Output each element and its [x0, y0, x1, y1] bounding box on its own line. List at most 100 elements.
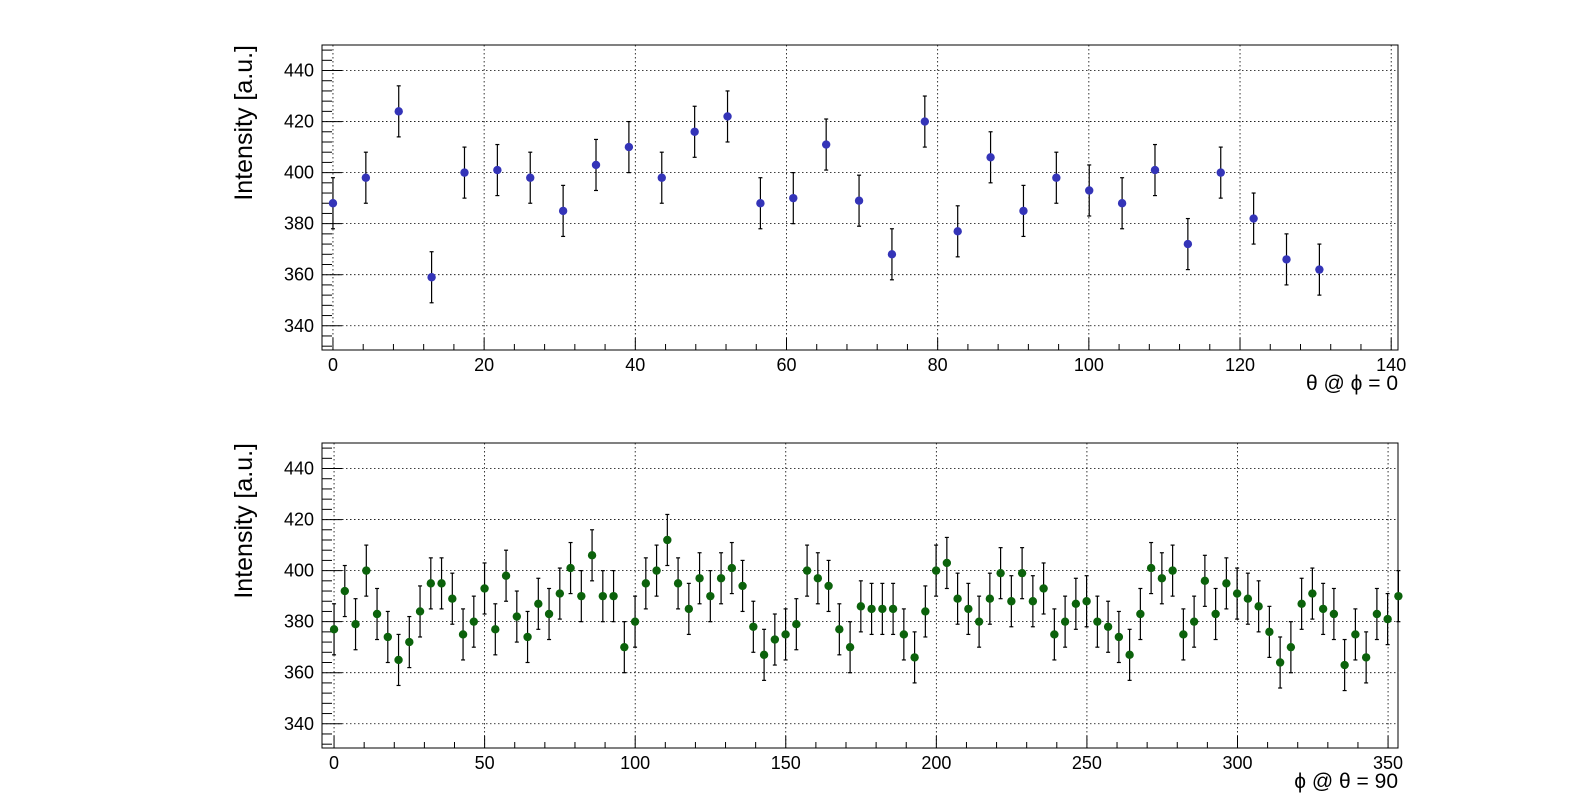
point: [964, 604, 973, 614]
point: [727, 563, 737, 573]
point: [1340, 660, 1349, 670]
point: [1007, 597, 1016, 606]
y-axis-title: Intensity [a.u.]: [230, 443, 258, 599]
point: [1351, 630, 1360, 639]
y-tick-label: 440: [284, 459, 314, 479]
point: [770, 635, 780, 644]
point: [1200, 576, 1210, 586]
x-tick-label: 40: [625, 355, 645, 375]
point: [716, 574, 726, 583]
point: [362, 566, 371, 575]
point: [469, 617, 479, 626]
point: [1211, 609, 1220, 619]
point: [329, 625, 339, 634]
point: [609, 591, 618, 601]
y-tick-label: 400: [284, 561, 314, 581]
point: [1308, 589, 1317, 598]
x-tick-label: 100: [620, 753, 650, 773]
x-tick-label: 60: [776, 355, 796, 375]
point: [738, 581, 747, 591]
point: [1254, 602, 1263, 611]
point: [372, 609, 382, 619]
point: [1318, 604, 1328, 614]
point: [759, 650, 769, 660]
point: [1361, 653, 1371, 662]
point: [1071, 599, 1081, 608]
point: [1297, 599, 1306, 608]
point: [460, 168, 469, 177]
x-tick-label: 0: [329, 753, 339, 773]
x-tick-label: 300: [1222, 753, 1252, 773]
point: [493, 165, 502, 175]
point: [723, 112, 732, 121]
point: [657, 173, 666, 182]
point: [845, 642, 855, 652]
point: [558, 206, 568, 216]
point: [974, 617, 984, 626]
point: [328, 199, 338, 208]
point: [1125, 650, 1134, 660]
point: [458, 630, 468, 639]
point: [1183, 239, 1193, 249]
y-axis-title: Intensity [a.u.]: [230, 45, 258, 201]
point: [856, 602, 866, 611]
x-tick-label: 100: [1074, 355, 1104, 375]
point: [1085, 186, 1094, 195]
x-tick-label: 0: [328, 355, 338, 375]
point: [405, 637, 414, 647]
point: [630, 617, 640, 626]
point: [1179, 630, 1188, 639]
point: [1275, 658, 1285, 667]
point: [1383, 614, 1392, 624]
y-tick-label: 360: [284, 663, 314, 683]
point: [555, 589, 565, 598]
point: [996, 568, 1005, 578]
point: [887, 250, 897, 259]
point: [1028, 597, 1038, 606]
point: [1093, 617, 1102, 626]
point: [587, 551, 597, 560]
point: [523, 632, 532, 642]
point: [1394, 591, 1403, 601]
point: [813, 574, 823, 583]
point: [684, 604, 694, 614]
point: [480, 584, 489, 593]
point: [340, 586, 349, 596]
point: [1222, 579, 1231, 588]
y-tick-label: 380: [284, 214, 314, 234]
point: [415, 607, 425, 616]
point: [1017, 568, 1027, 578]
point: [910, 653, 919, 662]
x-tick-label: 350: [1373, 753, 1403, 773]
point: [544, 609, 554, 619]
point: [1019, 206, 1028, 216]
point: [888, 604, 898, 614]
point: [756, 199, 765, 208]
point: [1052, 173, 1061, 182]
x-axis-title: ϕ @ θ = 90: [1294, 770, 1398, 793]
point: [899, 630, 909, 639]
y-tick-label: 400: [284, 163, 314, 183]
point: [1136, 609, 1145, 619]
point: [394, 655, 403, 665]
point: [437, 579, 446, 588]
x-tick-label: 150: [771, 753, 801, 773]
point: [1168, 566, 1177, 575]
point: [854, 196, 864, 205]
point: [695, 574, 704, 583]
point: [824, 581, 833, 591]
y-tick-label: 340: [284, 714, 314, 734]
point: [641, 579, 651, 588]
point: [690, 127, 699, 136]
point: [821, 140, 831, 149]
point: [1150, 165, 1160, 175]
point: [1114, 632, 1124, 642]
point: [920, 117, 930, 126]
x-tick-label: 200: [921, 753, 951, 773]
point: [624, 142, 634, 152]
point: [921, 607, 930, 616]
y-tick-label: 420: [284, 112, 314, 132]
point: [426, 579, 436, 588]
point: [792, 620, 801, 629]
